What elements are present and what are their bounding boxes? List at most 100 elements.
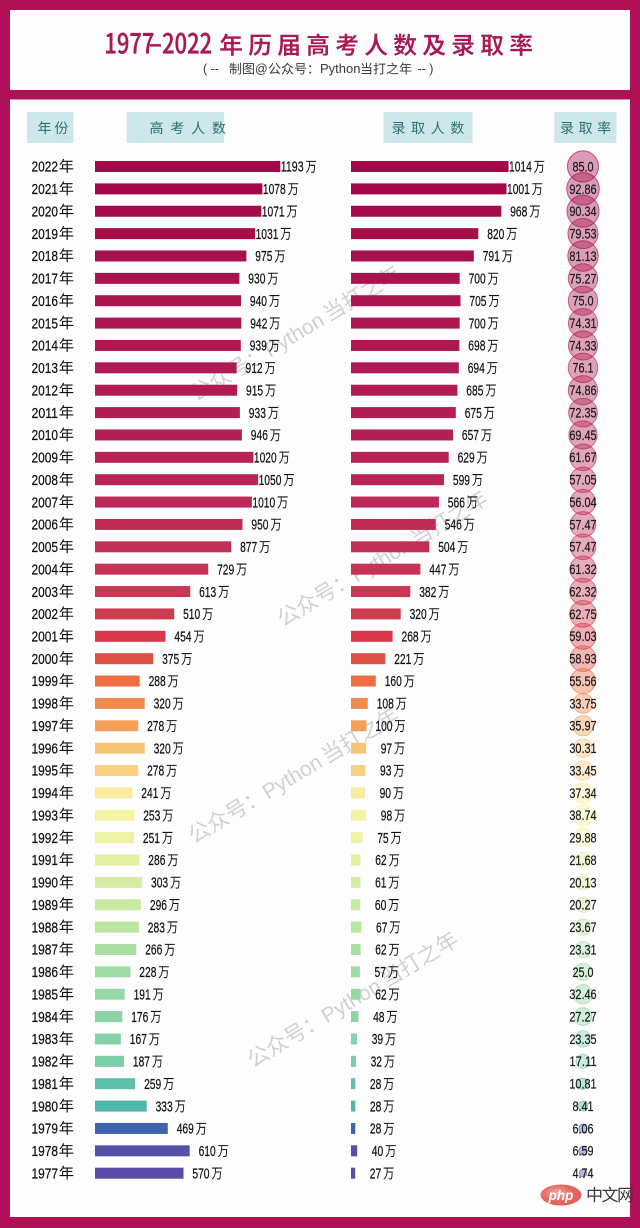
svg-text:2019: 2019 xyxy=(32,227,59,243)
svg-text:48: 48 xyxy=(373,1010,384,1026)
svg-text:968: 968 xyxy=(510,204,527,220)
svg-text:2013: 2013 xyxy=(32,361,59,377)
svg-text:23.35: 23.35 xyxy=(569,1032,596,1047)
svg-text:-- ): -- ) xyxy=(414,62,433,76)
svg-text:454: 454 xyxy=(174,630,191,646)
svg-text:1001: 1001 xyxy=(507,182,530,198)
svg-text:29.88: 29.88 xyxy=(569,831,596,846)
svg-text:1014: 1014 xyxy=(509,160,532,176)
svg-text:67: 67 xyxy=(376,920,387,936)
svg-text:447: 447 xyxy=(429,562,446,578)
svg-text:38.74: 38.74 xyxy=(569,808,597,823)
svg-text:228: 228 xyxy=(139,965,156,981)
svg-text:28: 28 xyxy=(370,1077,381,1093)
svg-text:259: 259 xyxy=(144,1077,161,1093)
svg-text:61: 61 xyxy=(375,876,386,892)
svg-text:942: 942 xyxy=(250,316,267,332)
svg-text:2017: 2017 xyxy=(32,272,59,288)
svg-text:303: 303 xyxy=(151,876,168,892)
svg-text:1979: 1979 xyxy=(32,1122,59,1138)
svg-text:700: 700 xyxy=(469,272,486,288)
svg-text:23.31: 23.31 xyxy=(569,942,596,957)
svg-text:79.53: 79.53 xyxy=(569,227,596,242)
svg-text:187: 187 xyxy=(133,1055,150,1071)
svg-text:69.45: 69.45 xyxy=(569,428,596,443)
svg-text:933: 933 xyxy=(249,406,266,422)
svg-text:278: 278 xyxy=(147,719,164,735)
svg-text:1981: 1981 xyxy=(32,1077,59,1093)
svg-text:57.47: 57.47 xyxy=(569,517,596,532)
svg-text:62: 62 xyxy=(375,943,386,959)
svg-text:20.27: 20.27 xyxy=(569,898,596,913)
svg-text:2003: 2003 xyxy=(32,585,59,601)
svg-text:90.34: 90.34 xyxy=(569,204,597,219)
svg-text:2001: 2001 xyxy=(32,630,59,646)
svg-text:35.97: 35.97 xyxy=(569,719,596,734)
svg-text:39: 39 xyxy=(372,1032,383,1048)
svg-text:1050: 1050 xyxy=(259,473,282,489)
svg-text:10.81: 10.81 xyxy=(569,1077,596,1092)
svg-text:1990: 1990 xyxy=(32,876,59,892)
svg-text:912: 912 xyxy=(246,361,263,377)
svg-text:1982: 1982 xyxy=(32,1055,59,1071)
svg-text:6.06: 6.06 xyxy=(572,1121,593,1136)
svg-text:1193: 1193 xyxy=(281,160,304,176)
svg-text:97: 97 xyxy=(381,741,392,757)
svg-text:57: 57 xyxy=(375,965,386,981)
svg-text:2000: 2000 xyxy=(32,652,59,668)
svg-text:1984: 1984 xyxy=(32,1010,59,1026)
svg-text:320: 320 xyxy=(154,697,171,713)
svg-text:333: 333 xyxy=(156,1099,173,1115)
svg-text:56.04: 56.04 xyxy=(569,495,597,510)
svg-text:2012: 2012 xyxy=(32,383,59,399)
svg-text:30.31: 30.31 xyxy=(569,741,596,756)
svg-text:75.0: 75.0 xyxy=(572,294,593,309)
svg-text:( --: ( -- xyxy=(203,62,219,76)
svg-text:685: 685 xyxy=(466,383,483,399)
svg-text:939: 939 xyxy=(250,339,267,355)
svg-text:1980: 1980 xyxy=(32,1099,59,1115)
svg-text:1978: 1978 xyxy=(32,1144,59,1160)
svg-text:694: 694 xyxy=(468,361,485,377)
svg-text:1997: 1997 xyxy=(32,719,59,735)
svg-text:1985: 1985 xyxy=(32,987,59,1003)
svg-text:2010: 2010 xyxy=(32,428,59,444)
svg-text:2008: 2008 xyxy=(32,473,59,489)
svg-text:85.0: 85.0 xyxy=(572,159,593,174)
svg-text:1993: 1993 xyxy=(32,809,59,825)
svg-text:1995: 1995 xyxy=(32,764,59,780)
svg-text:1992: 1992 xyxy=(32,831,59,847)
svg-text:62: 62 xyxy=(375,987,386,1003)
svg-text:375: 375 xyxy=(162,652,179,668)
svg-text:698: 698 xyxy=(468,339,485,355)
svg-text:2022: 2022 xyxy=(32,160,59,176)
svg-text:729: 729 xyxy=(217,562,234,578)
svg-text:72.35: 72.35 xyxy=(569,406,596,421)
svg-text:160: 160 xyxy=(385,674,402,690)
svg-text:382: 382 xyxy=(419,585,436,601)
svg-text:23.67: 23.67 xyxy=(569,920,596,935)
svg-text:286: 286 xyxy=(148,853,165,869)
svg-text:108: 108 xyxy=(377,697,394,713)
svg-text:81.13: 81.13 xyxy=(569,249,596,264)
svg-text:76.1: 76.1 xyxy=(572,361,593,376)
svg-text:27: 27 xyxy=(370,1166,381,1182)
svg-text:278: 278 xyxy=(147,764,164,780)
svg-text:320: 320 xyxy=(410,607,427,623)
svg-text:2021: 2021 xyxy=(32,182,59,198)
svg-text:62.75: 62.75 xyxy=(569,607,596,622)
svg-text:191: 191 xyxy=(134,987,151,1003)
svg-text:1071: 1071 xyxy=(262,204,285,220)
svg-text:268: 268 xyxy=(402,630,419,646)
svg-text:75.27: 75.27 xyxy=(569,271,596,286)
svg-text:629: 629 xyxy=(458,451,475,467)
svg-text:946: 946 xyxy=(251,428,268,444)
svg-text:266: 266 xyxy=(145,943,162,959)
svg-text:2020: 2020 xyxy=(32,204,59,220)
svg-text:975: 975 xyxy=(255,249,272,265)
svg-text:2015: 2015 xyxy=(32,316,59,332)
svg-text:1977: 1977 xyxy=(32,1166,59,1182)
svg-text:1991: 1991 xyxy=(32,853,59,869)
svg-text:98: 98 xyxy=(381,809,392,825)
svg-text:2011: 2011 xyxy=(32,406,59,422)
